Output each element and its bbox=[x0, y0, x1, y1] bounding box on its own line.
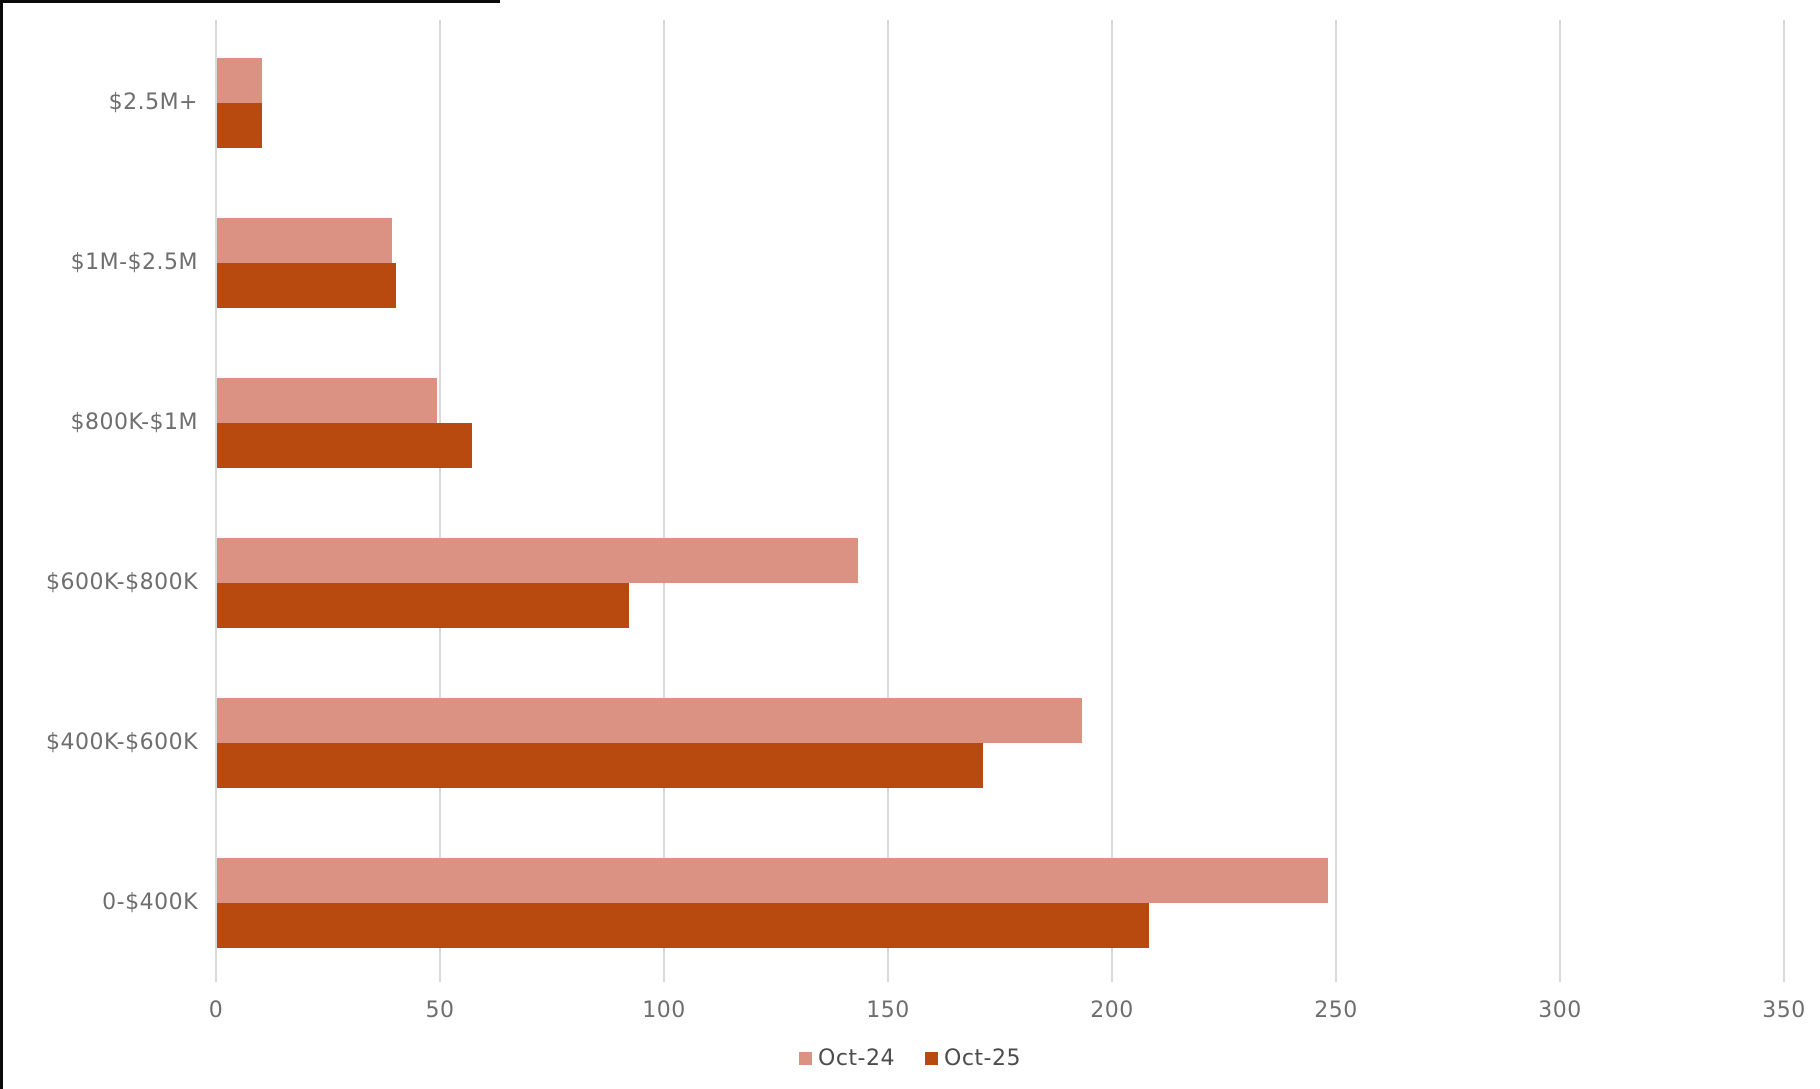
bar-oct-24 bbox=[217, 58, 262, 103]
x-tick-label: 200 bbox=[1090, 998, 1134, 1023]
category-label: 0-$400K bbox=[102, 890, 198, 915]
gridline bbox=[439, 20, 441, 982]
category-label: $1M-$2.5M bbox=[70, 250, 198, 275]
gridline bbox=[1335, 20, 1337, 982]
x-tick-label: 250 bbox=[1314, 998, 1358, 1023]
legend-swatch-icon bbox=[799, 1052, 813, 1065]
gridline bbox=[1111, 20, 1113, 982]
legend-label: Oct-24 bbox=[818, 1046, 895, 1071]
window-edge-left bbox=[0, 0, 3, 1089]
x-tick-label: 0 bbox=[208, 998, 224, 1023]
gridline bbox=[1783, 20, 1785, 982]
category-label: $2.5M+ bbox=[108, 90, 198, 115]
x-tick-label: 100 bbox=[642, 998, 686, 1023]
legend: Oct-24 Oct-25 bbox=[0, 1046, 1820, 1071]
bar-oct-25 bbox=[217, 103, 262, 148]
bar-oct-25 bbox=[217, 583, 630, 628]
x-tick-label: 300 bbox=[1538, 998, 1582, 1023]
bar-oct-24 bbox=[217, 858, 1329, 903]
bar-oct-25 bbox=[217, 903, 1149, 948]
bar-oct-25 bbox=[217, 423, 473, 468]
x-tick-label: 150 bbox=[866, 998, 910, 1023]
gridline bbox=[663, 20, 665, 982]
category-label: $400K-$600K bbox=[46, 730, 198, 755]
bar-oct-25 bbox=[217, 743, 984, 788]
bar-oct-24 bbox=[217, 218, 392, 263]
window-edge-top bbox=[0, 0, 500, 3]
legend-item: Oct-25 bbox=[925, 1046, 1021, 1071]
gridline bbox=[1559, 20, 1561, 982]
category-label: $800K-$1M bbox=[70, 410, 198, 435]
bar-oct-24 bbox=[217, 378, 437, 423]
bar-oct-25 bbox=[217, 263, 397, 308]
legend-item: Oct-24 bbox=[799, 1046, 895, 1071]
x-tick-label: 350 bbox=[1762, 998, 1806, 1023]
gridline bbox=[887, 20, 889, 982]
gridline bbox=[215, 20, 217, 982]
bar-oct-24 bbox=[217, 698, 1082, 743]
legend-label: Oct-25 bbox=[944, 1046, 1021, 1071]
bar-oct-24 bbox=[217, 538, 858, 583]
legend-swatch-icon bbox=[925, 1052, 938, 1065]
category-label: $600K-$800K bbox=[46, 570, 198, 595]
x-tick-label: 50 bbox=[425, 998, 455, 1023]
